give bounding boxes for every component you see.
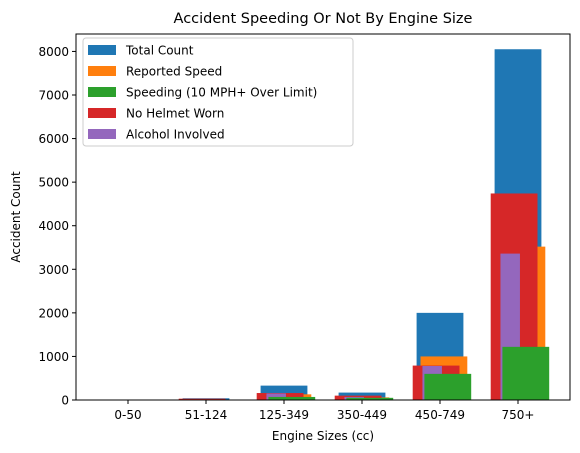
legend-swatch bbox=[88, 66, 116, 76]
x-tick-label: 350-449 bbox=[337, 408, 387, 422]
legend-swatch bbox=[88, 129, 116, 139]
bar-5-125-349 bbox=[266, 393, 286, 400]
bar-3-450-749 bbox=[424, 373, 472, 400]
legend-swatch bbox=[88, 108, 116, 118]
x-tick-label: 750+ bbox=[502, 408, 535, 422]
legend: Total Count Reported Speed Speeding (10 MP… bbox=[82, 37, 354, 147]
y-tick-label: 4000 bbox=[38, 219, 69, 233]
legend-label: No Helmet Worn bbox=[126, 107, 224, 121]
plot-frame bbox=[75, 33, 571, 401]
x-tick-label: 125-349 bbox=[259, 408, 309, 422]
legend-label: Speeding (10 MPH+ Over Limit) bbox=[126, 86, 317, 100]
legend-swatch bbox=[88, 87, 116, 97]
legend-box bbox=[82, 37, 354, 147]
legend-label: Total Count bbox=[125, 44, 194, 58]
y-tick-label: 7000 bbox=[38, 89, 69, 103]
axes: 0-50 51-124 125-349 350-449 450-749 750+ 0 1000… bbox=[38, 45, 534, 422]
bar-3-350-449 bbox=[346, 397, 394, 400]
bar-3-750+ bbox=[502, 346, 550, 400]
x-axis-label: Engine Sizes (cc) bbox=[272, 429, 374, 443]
y-tick-label: 2000 bbox=[38, 306, 69, 320]
y-tick-label: 3000 bbox=[38, 263, 69, 277]
x-tick-label: 0-50 bbox=[114, 408, 141, 422]
y-tick-label: 8000 bbox=[38, 45, 69, 59]
y-tick-label: 5000 bbox=[38, 176, 69, 190]
chart-title: Accident Speeding Or Not By Engine Size bbox=[174, 11, 473, 27]
x-tick-label: 450-749 bbox=[415, 408, 465, 422]
bar-4-51-124 bbox=[178, 398, 226, 400]
x-tick-label: 51-124 bbox=[185, 408, 228, 422]
bar-3-125-349 bbox=[268, 396, 316, 400]
y-tick-label: 0 bbox=[61, 394, 69, 408]
legend-label: Reported Speed bbox=[126, 65, 222, 79]
y-tick-label: 6000 bbox=[38, 132, 69, 146]
legend-label: Alcohol Involved bbox=[126, 128, 225, 142]
y-axis-label: Accident Count bbox=[9, 171, 23, 263]
plot-area bbox=[104, 49, 550, 400]
legend-swatch bbox=[88, 45, 116, 55]
y-tick-label: 1000 bbox=[38, 350, 69, 364]
